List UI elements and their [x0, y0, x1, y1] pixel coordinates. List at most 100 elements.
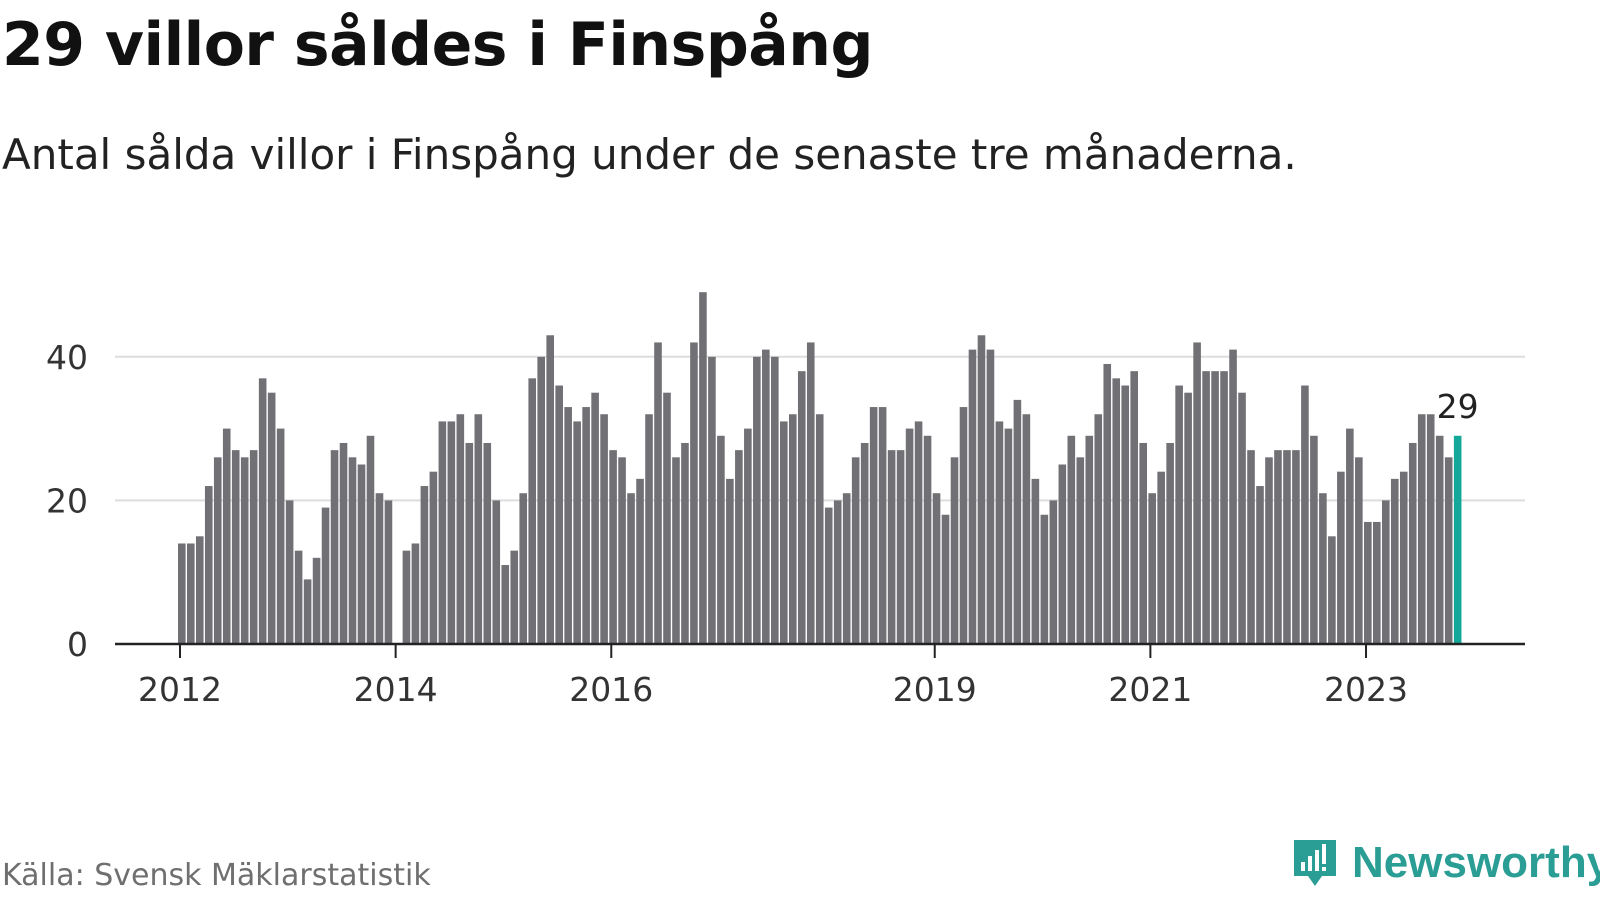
bar [402, 550, 411, 644]
x-tick-label: 2019 [893, 670, 977, 709]
bar [609, 450, 617, 644]
bar [483, 442, 492, 644]
bar [672, 457, 680, 644]
bar [1444, 457, 1453, 644]
bar [986, 349, 995, 644]
bar [878, 407, 887, 644]
bar [1390, 478, 1399, 644]
bar [1184, 392, 1192, 644]
x-tick-label: 2016 [569, 670, 653, 709]
bar [591, 392, 599, 644]
bar [726, 478, 734, 644]
y-tick-label: 40 [46, 338, 88, 377]
bar [959, 407, 968, 644]
bar [1022, 414, 1031, 644]
bar [1247, 450, 1255, 644]
bar [357, 464, 366, 644]
bar [528, 378, 537, 644]
bar [537, 356, 545, 644]
bar [1103, 363, 1112, 644]
bar [1058, 464, 1067, 644]
bar [546, 335, 554, 644]
bar [411, 543, 420, 644]
chart-title: 29 villor såldes i Finspång [2, 10, 873, 80]
bar [276, 428, 285, 644]
bar [447, 421, 456, 644]
bar [1301, 385, 1309, 644]
bar [573, 421, 581, 644]
y-tick-label: 20 [46, 481, 88, 520]
bar [887, 450, 896, 644]
bar [1202, 371, 1210, 644]
bar [905, 428, 914, 644]
chart-subtitle: Antal sålda villor i Finspång under de s… [2, 130, 1297, 179]
bar [1417, 414, 1426, 644]
bar [627, 493, 635, 644]
bar [267, 392, 276, 644]
bar [1130, 371, 1139, 644]
bar [869, 407, 878, 644]
bar [510, 550, 519, 644]
bar [1112, 378, 1121, 644]
bar [860, 442, 869, 644]
bar [420, 486, 429, 644]
bar [735, 450, 743, 644]
bar [186, 543, 195, 644]
bar [833, 500, 842, 644]
newsworthy-brand[interactable]: Newsworthy [1290, 838, 1600, 888]
bar [1256, 486, 1264, 644]
source-note: Källa: Svensk Mäklarstatistik [2, 858, 431, 893]
bar [1049, 500, 1058, 644]
bar [1013, 399, 1022, 644]
bar [1238, 392, 1246, 644]
bar [1094, 414, 1103, 644]
bar-chart: 0 20 40 2012 2014 2016 2019 2021 2023 29 [46, 292, 1525, 709]
bar [600, 414, 608, 644]
bar [663, 392, 671, 644]
bar [178, 543, 186, 644]
bar [744, 428, 752, 644]
bar [312, 557, 321, 644]
bar [950, 457, 959, 644]
bar [231, 450, 240, 644]
bar [1193, 342, 1201, 644]
bar [222, 428, 231, 644]
bar [1229, 349, 1237, 644]
bar [1408, 442, 1417, 644]
bar [654, 342, 662, 644]
bar [1211, 371, 1219, 644]
bar [1031, 478, 1040, 644]
bar [1399, 471, 1408, 644]
bar [968, 349, 977, 644]
bar [375, 493, 384, 644]
bar [1310, 435, 1318, 644]
bar [384, 500, 393, 644]
bar [1435, 435, 1444, 644]
x-tick-label: 2012 [138, 670, 222, 709]
newsworthy-logo-icon [1294, 840, 1336, 886]
bar [779, 421, 788, 644]
bar [1373, 521, 1381, 644]
bar [1166, 442, 1174, 644]
bar [1274, 450, 1282, 644]
bar [501, 565, 510, 644]
bar [851, 457, 860, 644]
bar [1076, 457, 1085, 644]
bar [699, 292, 707, 644]
bar [1085, 435, 1094, 644]
bar [330, 450, 339, 644]
bar [1364, 521, 1372, 644]
bar [465, 442, 474, 644]
bar [815, 414, 824, 644]
bar [204, 486, 213, 644]
bar [1426, 414, 1435, 644]
bar [321, 507, 330, 644]
bar [339, 442, 348, 644]
bar [1067, 435, 1076, 644]
bar [1328, 536, 1336, 644]
bar [285, 500, 294, 644]
bar [681, 442, 689, 644]
bar [842, 493, 851, 644]
bar [195, 536, 204, 644]
bar [1355, 457, 1363, 644]
